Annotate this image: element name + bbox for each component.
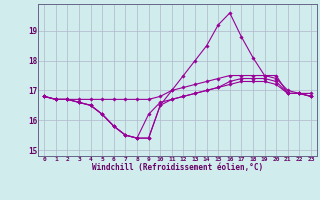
X-axis label: Windchill (Refroidissement éolien,°C): Windchill (Refroidissement éolien,°C) (92, 163, 263, 172)
